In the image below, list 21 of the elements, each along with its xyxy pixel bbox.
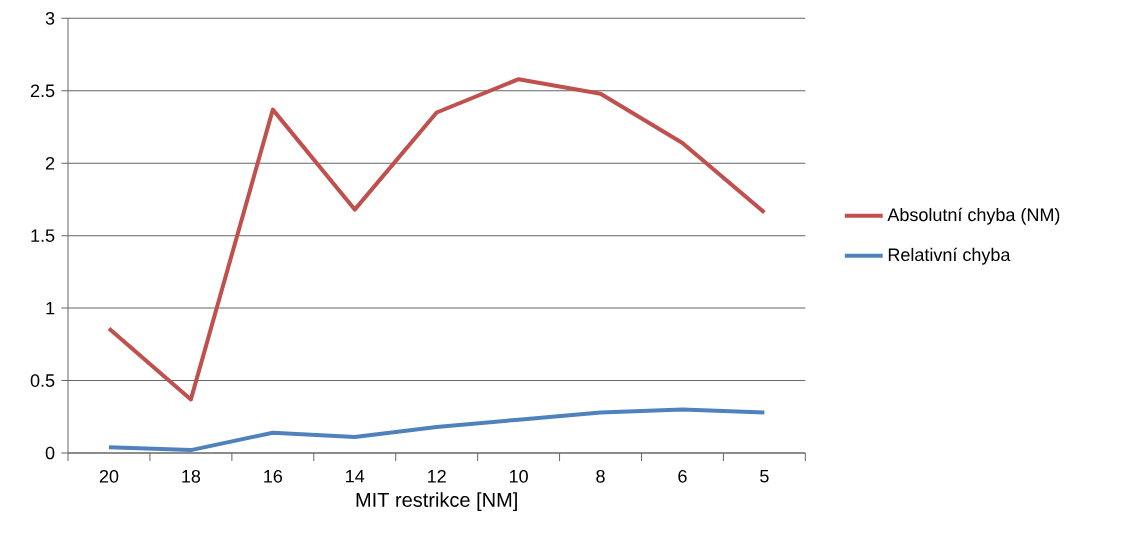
y-tick-label: 2.5 — [30, 84, 55, 98]
y-tick-label: 1 — [46, 301, 55, 315]
legend-label: Absolutní chyba (NM) — [887, 207, 1060, 225]
x-tick-label: 14 — [346, 469, 365, 483]
x-tick-label: 10 — [509, 469, 528, 483]
x-tick-label: 8 — [596, 469, 605, 483]
legend-label: Relativní chyba — [888, 247, 1011, 265]
y-tick-label: 2 — [45, 156, 55, 170]
y-tick-label: 0 — [45, 446, 55, 460]
y-tick-label: 3 — [45, 11, 55, 25]
x-tick-label: 18 — [182, 469, 201, 483]
x-tick-label: 16 — [264, 469, 283, 483]
x-tick-label: 20 — [99, 469, 119, 483]
line-series — [106, 407, 767, 453]
y-tick-label: 1.5 — [31, 229, 55, 242]
x-tick-label: 5 — [760, 469, 769, 483]
x-tick-label: 12 — [428, 469, 446, 483]
x-tick-label: 6 — [678, 469, 687, 483]
y-tick-label: 0.5 — [30, 374, 55, 387]
line-series — [106, 77, 767, 402]
x-axis-title: MIT restrikce [NM] — [356, 492, 517, 511]
